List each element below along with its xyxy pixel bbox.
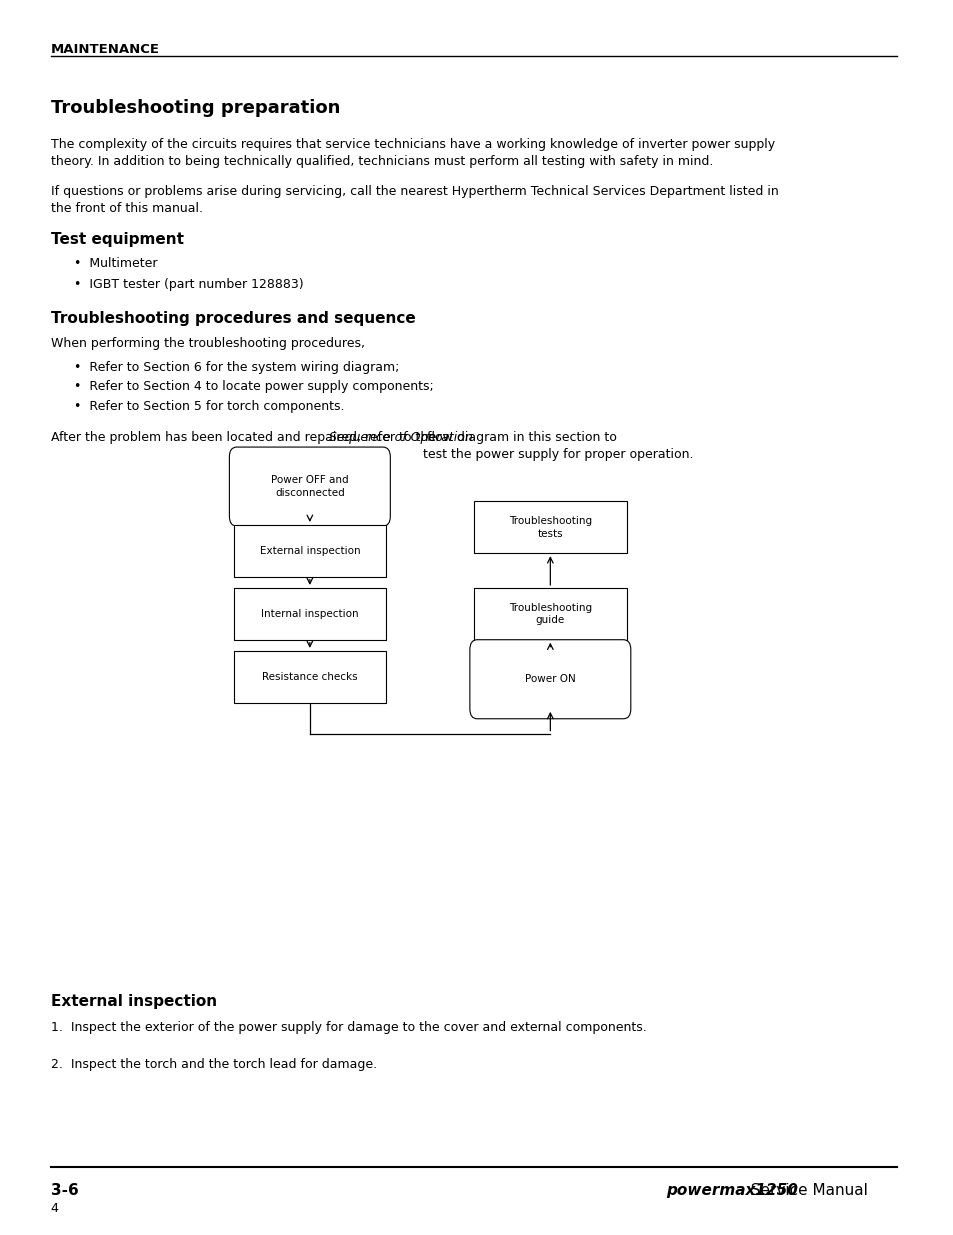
- Text: Troubleshooting procedures and sequence: Troubleshooting procedures and sequence: [51, 311, 416, 326]
- Text: Resistance checks: Resistance checks: [262, 672, 357, 682]
- Text: If questions or problems arise during servicing, call the nearest Hypertherm Tec: If questions or problems arise during se…: [51, 185, 778, 215]
- FancyBboxPatch shape: [470, 640, 630, 719]
- Text: Service Manual: Service Manual: [740, 1183, 867, 1198]
- Text: Internal inspection: Internal inspection: [261, 609, 358, 619]
- Text: Troubleshooting
guide: Troubleshooting guide: [508, 603, 591, 625]
- Text: 3-6: 3-6: [51, 1183, 78, 1198]
- Text: Power ON: Power ON: [524, 674, 575, 684]
- Text: Sequence of Operation: Sequence of Operation: [329, 431, 473, 445]
- Text: 2.  Inspect the torch and the torch lead for damage.: 2. Inspect the torch and the torch lead …: [51, 1058, 376, 1072]
- Text: Troubleshooting
tests: Troubleshooting tests: [508, 516, 591, 538]
- Text: The complexity of the circuits requires that service technicians have a working : The complexity of the circuits requires …: [51, 138, 774, 168]
- Bar: [233, 651, 386, 703]
- Text: Troubleshooting preparation: Troubleshooting preparation: [51, 99, 340, 117]
- Text: powermax1250: powermax1250: [665, 1183, 797, 1198]
- Text: External inspection: External inspection: [259, 546, 360, 556]
- Bar: [474, 501, 626, 553]
- Text: •  Multimeter: • Multimeter: [74, 257, 157, 270]
- Text: •  IGBT tester (part number 128883): • IGBT tester (part number 128883): [74, 278, 303, 291]
- Text: 4: 4: [51, 1202, 59, 1215]
- Text: After the problem has been located and repaired, refer to the: After the problem has been located and r…: [51, 431, 439, 445]
- Text: •  Refer to Section 5 for torch components.: • Refer to Section 5 for torch component…: [74, 400, 344, 414]
- FancyBboxPatch shape: [229, 447, 390, 526]
- Text: •  Refer to Section 6 for the system wiring diagram;: • Refer to Section 6 for the system wiri…: [74, 361, 399, 374]
- Text: Test equipment: Test equipment: [51, 232, 184, 247]
- Text: MAINTENANCE: MAINTENANCE: [51, 43, 160, 57]
- Bar: [233, 525, 386, 577]
- Text: External inspection: External inspection: [51, 994, 216, 1009]
- Bar: [474, 588, 626, 640]
- Text: When performing the troubleshooting procedures,: When performing the troubleshooting proc…: [51, 337, 364, 351]
- Text: Power OFF and
disconnected: Power OFF and disconnected: [271, 475, 348, 498]
- Text: •  Refer to Section 4 to locate power supply components;: • Refer to Section 4 to locate power sup…: [74, 380, 434, 394]
- Text: flow diagram in this section to
test the power supply for proper operation.: flow diagram in this section to test the…: [423, 431, 693, 461]
- Bar: [233, 588, 386, 640]
- Text: 1.  Inspect the exterior of the power supply for damage to the cover and externa: 1. Inspect the exterior of the power sup…: [51, 1021, 646, 1035]
